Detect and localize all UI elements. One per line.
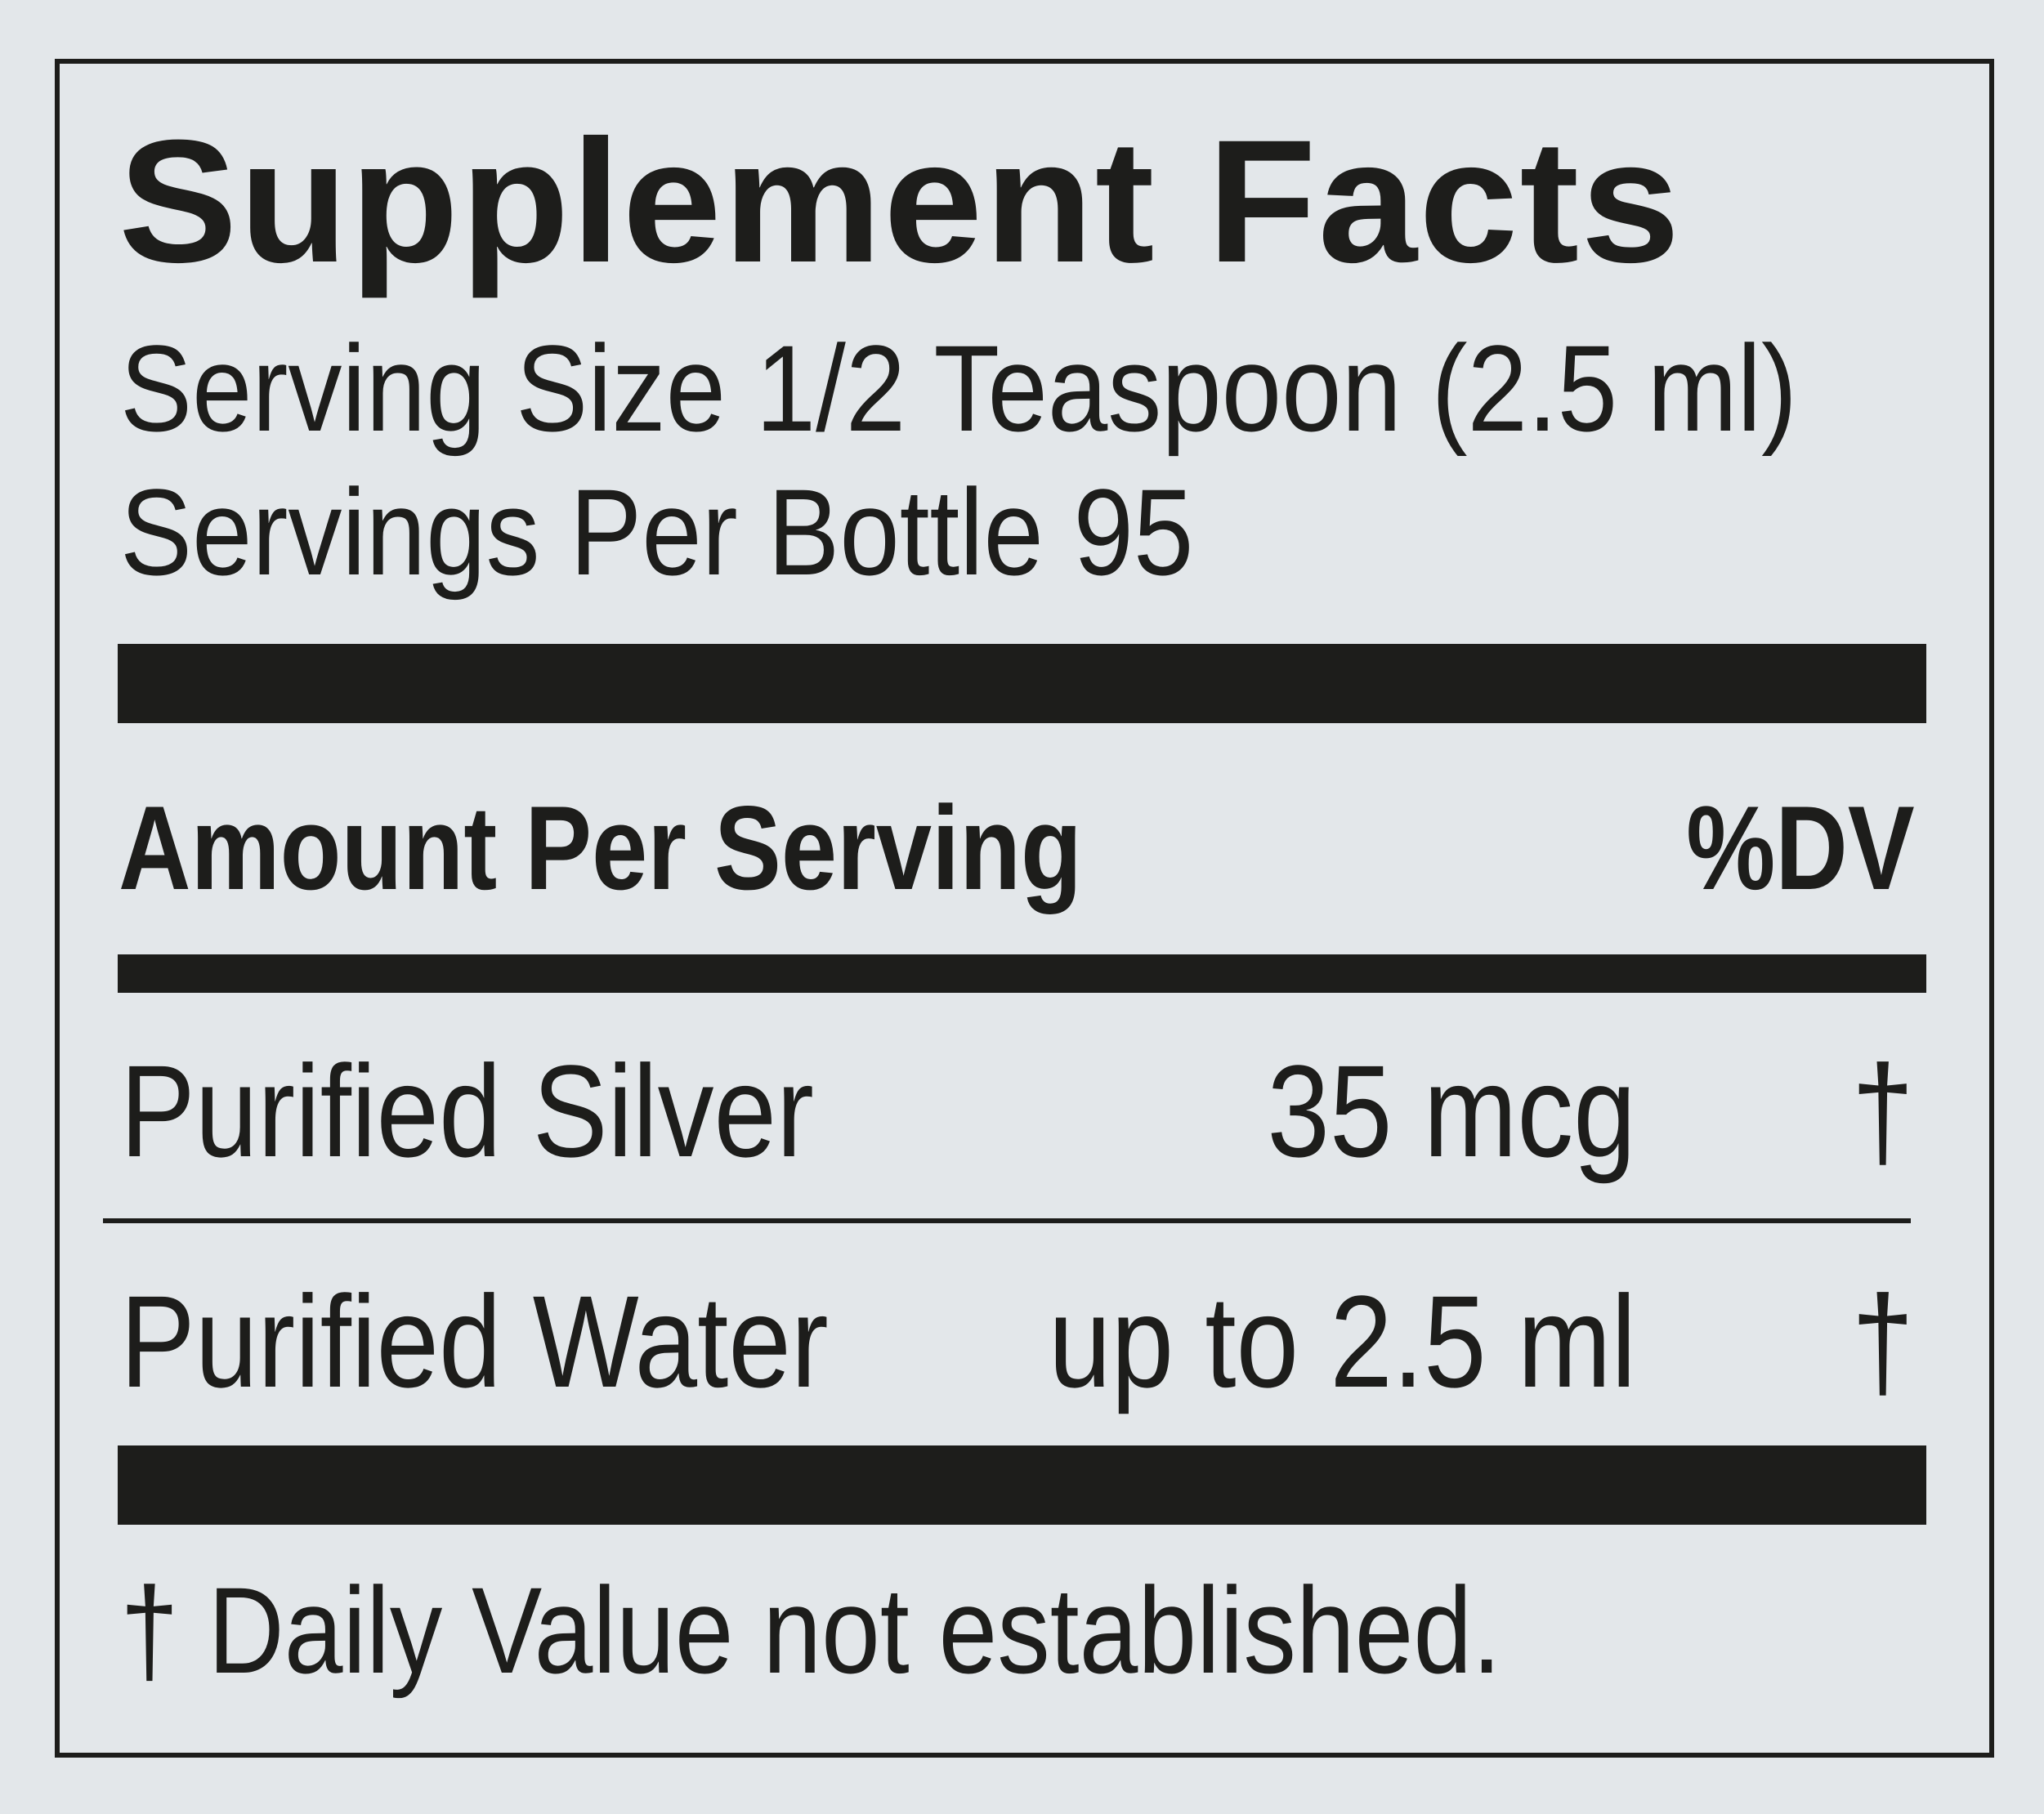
ingredient-name: Purified Silver (120, 1038, 814, 1184)
thick-divider (118, 644, 1926, 723)
thin-divider (103, 1218, 1911, 1223)
footnote: † Daily Value not established. (120, 1562, 1501, 1699)
serving-size: Serving Size 1/2 Teaspoon (2.5 ml) (120, 319, 1797, 457)
label-title: Supplement Facts (119, 104, 1682, 299)
dv-header: %DV (1686, 781, 1915, 914)
ingredient-dv: † (1851, 1268, 1914, 1414)
servings-per-container: Servings Per Bottle 95 (120, 463, 1194, 601)
ingredient-dv: † (1851, 1038, 1914, 1184)
ingredient-name: Purified Water (120, 1268, 829, 1414)
ingredient-amount: up to 2.5 ml (1049, 1268, 1636, 1414)
label-border (55, 59, 1994, 1758)
ingredient-amount: 35 mcg (1267, 1038, 1636, 1184)
amount-per-serving-header: Amount Per Serving (119, 781, 1082, 914)
medium-divider (118, 954, 1926, 993)
thick-divider (118, 1445, 1926, 1525)
